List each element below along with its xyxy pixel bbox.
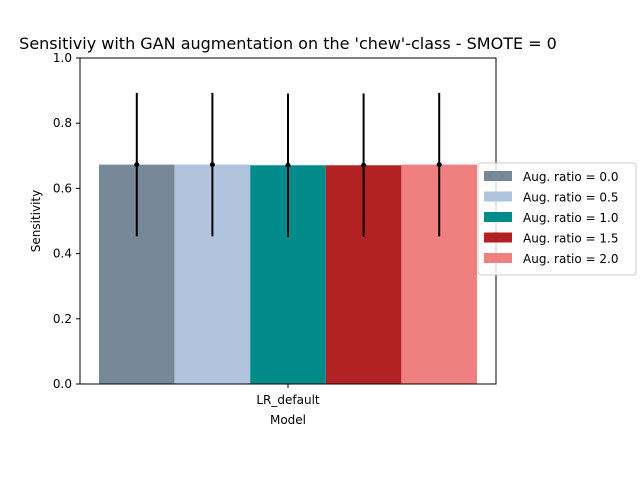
legend-swatch-3 [484,232,512,243]
legend-swatch-2 [484,212,512,222]
legend-swatch-1 [484,191,512,202]
legend: Aug. ratio = 0.0 Aug. ratio = 0.5 Aug. rat… [477,162,637,276]
y-tick-label: 0.2 [53,312,72,326]
y-tick-label: 0.4 [53,247,72,261]
legend-frame [477,162,637,276]
legend-label-1: Aug. ratio = 0.5 [523,191,619,205]
y-axis: 0.0 0.2 0.4 0.6 0.8 1.0 [53,51,80,391]
chart-title: Sensitiviy with GAN augmentation on the … [19,34,557,53]
x-axis: LR_default [256,384,320,407]
y-tick-label: 1.0 [53,51,72,65]
x-axis-label: Model [270,413,306,427]
error-bar-point-series-0 [134,162,140,168]
error-bars-group [134,92,442,237]
y-axis-label: Sensitivity [29,190,43,252]
y-tick-label: 0.6 [53,181,72,195]
legend-swatch-4 [484,253,512,263]
legend-swatch-0 [484,171,512,181]
y-tick-label: 0.8 [53,116,72,130]
y-tick-label: 0.0 [53,377,72,391]
error-bar-point-series-4 [436,162,442,168]
legend-label-4: Aug. ratio = 2.0 [523,252,619,266]
legend-label-2: Aug. ratio = 1.0 [523,211,619,225]
error-bar-point-series-3 [361,162,367,168]
x-tick-label: LR_default [256,393,320,407]
legend-label-3: Aug. ratio = 1.5 [523,232,619,246]
error-bar-point-series-1 [209,162,215,168]
error-bar-point-series-2 [285,162,291,168]
legend-label-0: Aug. ratio = 0.0 [523,170,619,184]
